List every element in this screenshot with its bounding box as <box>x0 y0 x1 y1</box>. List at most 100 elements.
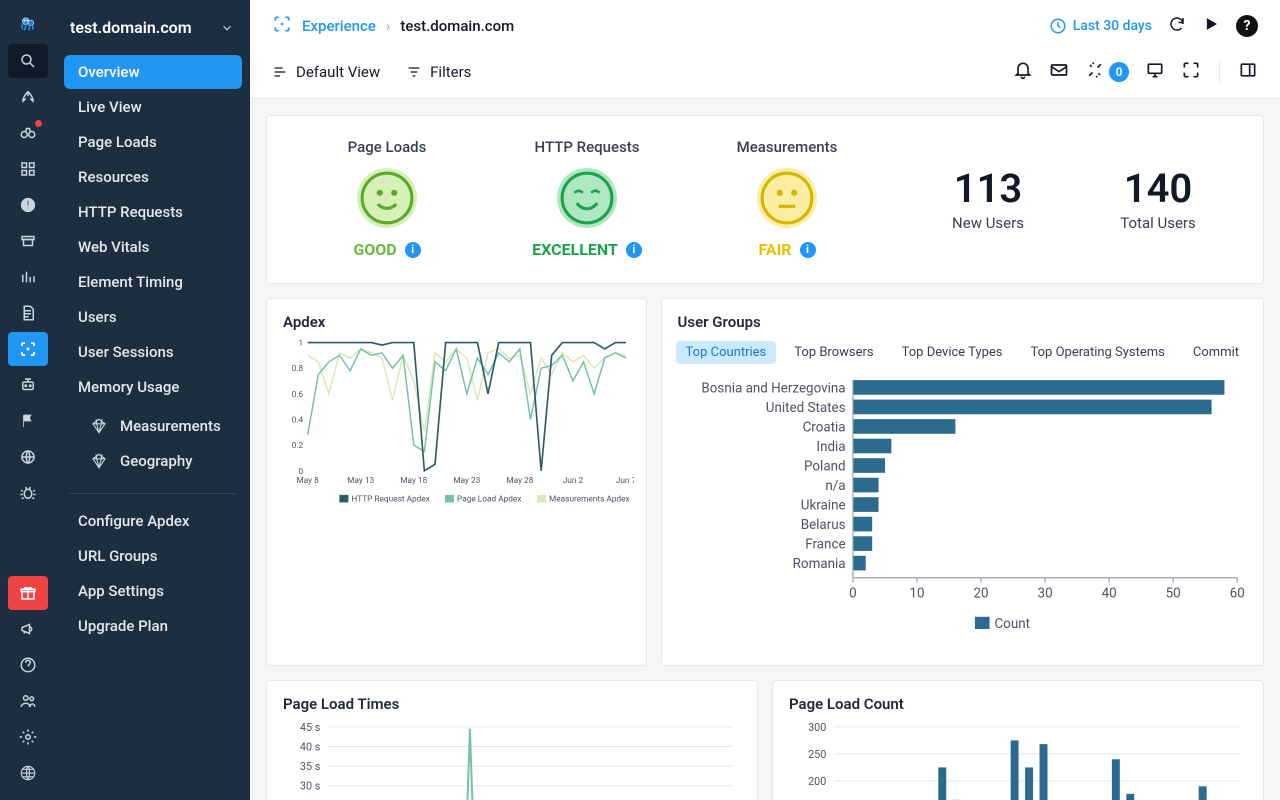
svg-text:40 s: 40 s <box>300 740 321 753</box>
sidebar-item-configure-apdex[interactable]: Configure Apdex <box>64 504 242 538</box>
sidebar-item-upgrade-plan[interactable]: Upgrade Plan <box>64 609 242 643</box>
main-area: Experience › test.domain.com Last 30 day… <box>250 0 1280 800</box>
svg-text:0.2: 0.2 <box>292 441 304 451</box>
kpi-new-users: 113 New Users <box>903 165 1073 232</box>
page-load-times-title: Page Load Times <box>267 681 757 717</box>
info-icon[interactable]: i <box>800 242 816 258</box>
kpi-measurements: Measurements FAIRi <box>687 138 887 259</box>
integrations-button[interactable]: 0 <box>1085 60 1129 84</box>
rail-grid-icon[interactable] <box>8 152 48 186</box>
breadcrumb-current: test.domain.com <box>400 17 514 35</box>
apdex-title: Apdex <box>267 299 646 335</box>
fullscreen-icon[interactable] <box>1181 60 1201 84</box>
rail-binoculars-icon[interactable] <box>8 116 48 150</box>
svg-text:Count: Count <box>994 617 1030 632</box>
svg-text:Croatia: Croatia <box>802 420 845 435</box>
rail-gift-icon[interactable] <box>8 576 48 610</box>
rail-experience-icon[interactable] <box>8 332 48 366</box>
svg-text:May 13: May 13 <box>347 476 374 486</box>
svg-text:Measurements Apdex: Measurements Apdex <box>549 495 630 505</box>
rail-document-icon[interactable] <box>8 296 48 330</box>
sidebar-item-user-sessions[interactable]: User Sessions <box>64 335 242 369</box>
rail-users-icon[interactable] <box>8 684 48 718</box>
sidebar-item-element-timing[interactable]: Element Timing <box>64 265 242 299</box>
refresh-icon[interactable] <box>1168 15 1186 37</box>
rail-bug-icon[interactable] <box>8 476 48 510</box>
bell-icon[interactable] <box>1013 60 1033 84</box>
play-icon[interactable] <box>1202 15 1220 37</box>
kpi-page-loads: Page LoadsGOODi <box>287 138 487 259</box>
default-view-button[interactable]: Default View <box>272 63 380 81</box>
rail-alert-icon[interactable] <box>8 188 48 222</box>
rail-archive-icon[interactable] <box>8 224 48 258</box>
svg-text:60: 60 <box>1229 586 1244 601</box>
svg-text:0.4: 0.4 <box>292 416 304 426</box>
svg-text:250: 250 <box>808 747 826 760</box>
sidebar-item-overview[interactable]: Overview <box>64 55 242 89</box>
kiosk-icon[interactable] <box>1145 60 1165 84</box>
panel-toggle-icon[interactable] <box>1238 60 1258 84</box>
sidebar-item-live-view[interactable]: Live View <box>64 90 242 124</box>
rail-world-icon[interactable] <box>8 756 48 790</box>
mail-icon[interactable] <box>1049 60 1069 84</box>
rail-megaphone-icon[interactable] <box>8 612 48 646</box>
kpi-new-users-value: 113 <box>903 165 1073 212</box>
svg-text:France: France <box>805 537 845 552</box>
sidebar-item-geography[interactable]: Geography <box>64 444 242 478</box>
rail-search[interactable] <box>8 44 48 78</box>
page-load-count-title: Page Load Count <box>773 681 1263 717</box>
sidebar-item-http-requests[interactable]: HTTP Requests <box>64 195 242 229</box>
svg-text:May 28: May 28 <box>506 476 533 486</box>
svg-text:30: 30 <box>1037 586 1052 601</box>
svg-text:Poland: Poland <box>804 459 846 474</box>
info-icon[interactable]: i <box>626 242 642 258</box>
ug-tab-top-device-types[interactable]: Top Device Types <box>892 341 1013 364</box>
filters-button[interactable]: Filters <box>406 63 471 81</box>
kpi-face-title: Measurements <box>737 138 838 156</box>
sidebar-separator <box>70 493 236 494</box>
sidebar-item-app-settings[interactable]: App Settings <box>64 574 242 608</box>
rail-globe-icon[interactable] <box>8 440 48 474</box>
filters-label: Filters <box>430 63 471 81</box>
page-load-times-chart: 45 s40 s35 s30 s25 s20 s <box>281 717 743 800</box>
ug-tab-commit[interactable]: Commit <box>1183 341 1249 364</box>
rail-robot-icon[interactable] <box>8 368 48 402</box>
sidebar-item-memory-usage[interactable]: Memory Usage <box>64 370 242 404</box>
ug-tab-top-operating-systems[interactable]: Top Operating Systems <box>1021 341 1175 364</box>
sidebar-item-web-vitals[interactable]: Web Vitals <box>64 230 242 264</box>
svg-text:May 8: May 8 <box>297 476 320 486</box>
sidebar-item-page-loads[interactable]: Page Loads <box>64 125 242 159</box>
breadcrumb-root[interactable]: Experience <box>302 17 376 35</box>
sidebar-site-name: test.domain.com <box>70 18 192 37</box>
page-load-count-chart: 300250200150 <box>787 717 1249 800</box>
rail-settings-icon[interactable] <box>8 720 48 754</box>
apdex-face-icon <box>557 168 617 228</box>
sidebar-site-selector[interactable]: test.domain.com <box>56 6 250 55</box>
svg-text:40: 40 <box>1101 586 1116 601</box>
experience-scan-icon <box>272 14 292 38</box>
time-range-selector[interactable]: Last 30 days <box>1049 17 1152 35</box>
info-icon[interactable]: i <box>405 242 421 258</box>
sidebar-item-url-groups[interactable]: URL Groups <box>64 539 242 573</box>
ug-tab-top-countries[interactable]: Top Countries <box>676 341 777 364</box>
user-groups-title: User Groups <box>662 299 1263 335</box>
svg-text:HTTP Request Apdex: HTTP Request Apdex <box>351 495 429 505</box>
apdex-face-icon <box>757 168 817 228</box>
sidebar-item-users[interactable]: Users <box>64 300 242 334</box>
sidebar-item-measurements[interactable]: Measurements <box>64 409 242 443</box>
rail-flag-icon[interactable] <box>8 404 48 438</box>
sidebar-item-resources[interactable]: Resources <box>64 160 242 194</box>
rail-help-icon[interactable] <box>8 648 48 682</box>
rail-rocket-icon[interactable] <box>8 80 48 114</box>
help-button[interactable]: ? <box>1236 15 1258 37</box>
svg-text:Ukraine: Ukraine <box>800 498 845 513</box>
rail-bar-chart-icon[interactable] <box>8 260 48 294</box>
svg-text:35 s: 35 s <box>300 760 321 773</box>
kpi-http-requests: HTTP RequestsEXCELLENTi <box>487 138 687 259</box>
time-range-label: Last 30 days <box>1073 18 1152 34</box>
ug-tab-top-browsers[interactable]: Top Browsers <box>784 341 883 364</box>
user-groups-panel: User Groups Top Countries Top Browsers Top… <box>661 298 1264 666</box>
topbar: Experience › test.domain.com Last 30 day… <box>250 0 1280 99</box>
product-logo[interactable] <box>8 8 48 42</box>
kpi-status: FAIRi <box>758 240 815 259</box>
